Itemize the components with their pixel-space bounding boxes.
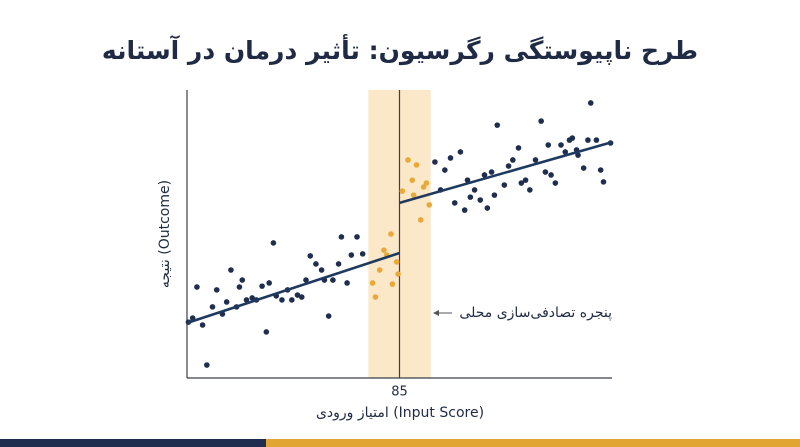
data-point	[399, 188, 406, 194]
data-point	[580, 165, 587, 171]
data-point	[538, 118, 544, 124]
data-point	[410, 192, 417, 198]
data-point	[405, 157, 411, 163]
data-point	[298, 294, 305, 300]
data-point	[532, 157, 539, 163]
data-point	[388, 231, 394, 237]
data-point	[348, 252, 355, 258]
data-point	[204, 362, 210, 368]
data-point	[213, 287, 220, 293]
data-point	[491, 192, 498, 198]
data-point	[558, 142, 564, 148]
data-point	[505, 163, 512, 169]
data-point	[587, 100, 594, 106]
data-point	[344, 280, 350, 286]
data-point	[515, 145, 522, 151]
data-point	[597, 167, 604, 173]
x-tick-label: 85	[391, 385, 408, 400]
y-axis-label: نتیجه (Outcome)	[157, 180, 173, 288]
data-point	[266, 280, 272, 286]
footer-bar-gold	[266, 439, 800, 447]
data-point	[510, 157, 516, 163]
data-point	[395, 271, 401, 277]
data-point	[243, 297, 250, 303]
data-point	[259, 283, 265, 289]
data-point	[461, 207, 468, 213]
data-point	[313, 261, 319, 267]
data-point	[409, 177, 416, 183]
data-point	[522, 177, 529, 183]
data-point	[494, 122, 501, 128]
regression-line	[399, 140, 613, 205]
data-point	[548, 172, 554, 178]
data-point	[228, 267, 234, 273]
data-point	[569, 135, 576, 141]
data-point	[249, 295, 255, 301]
data-point	[585, 137, 591, 143]
data-point	[376, 267, 383, 273]
data-point	[307, 253, 314, 259]
data-point	[289, 297, 295, 303]
data-point	[442, 167, 448, 173]
data-point	[270, 240, 277, 246]
data-point	[359, 251, 366, 257]
data-point	[330, 277, 336, 283]
data-point	[199, 322, 206, 328]
data-point	[263, 329, 270, 335]
data-point	[338, 234, 345, 240]
data-point	[413, 162, 420, 168]
data-point	[318, 267, 325, 273]
data-point	[423, 180, 430, 186]
x-axis-label: امتیاز ورودی (Input Score)	[316, 405, 484, 421]
data-point	[369, 280, 376, 286]
data-point	[239, 277, 246, 283]
data-point	[426, 202, 433, 208]
data-point	[372, 294, 379, 300]
data-point	[417, 217, 424, 223]
data-point	[484, 205, 491, 211]
data-point	[209, 304, 216, 310]
data-point	[335, 261, 342, 267]
annotation-arrow-head	[433, 310, 439, 316]
data-point	[325, 313, 332, 319]
data-point	[393, 259, 400, 265]
data-point	[467, 194, 474, 200]
data-point	[593, 137, 600, 143]
data-point	[575, 152, 581, 158]
data-point	[236, 284, 243, 290]
data-point	[518, 180, 525, 186]
data-point	[471, 187, 478, 193]
data-point	[501, 182, 508, 188]
data-point	[488, 169, 495, 175]
data-point	[194, 284, 200, 290]
data-point	[432, 159, 438, 165]
data-point	[223, 299, 230, 305]
footer-bar-dark	[0, 439, 266, 447]
data-point	[481, 172, 488, 178]
data-point	[303, 277, 309, 283]
data-point	[354, 234, 360, 240]
data-point	[294, 292, 301, 298]
data-point	[420, 184, 427, 190]
data-point	[447, 155, 454, 161]
data-point	[457, 149, 464, 155]
data-point	[477, 197, 484, 203]
data-point	[552, 180, 559, 186]
chart-title: طرح ناپیوستگی رگرسیون: تأثیر درمان در آس…	[102, 34, 698, 66]
data-point	[451, 200, 458, 206]
data-point	[545, 142, 552, 148]
data-point	[279, 297, 285, 303]
annotation: پنجره تصادفی‌سازی محلی	[459, 305, 612, 321]
data-point	[389, 281, 396, 287]
data-point	[464, 177, 471, 183]
data-point	[600, 179, 607, 185]
regression-line	[186, 251, 400, 325]
data-point	[562, 149, 569, 155]
data-point	[527, 187, 533, 193]
data-point	[542, 169, 549, 175]
data-point	[381, 247, 387, 253]
